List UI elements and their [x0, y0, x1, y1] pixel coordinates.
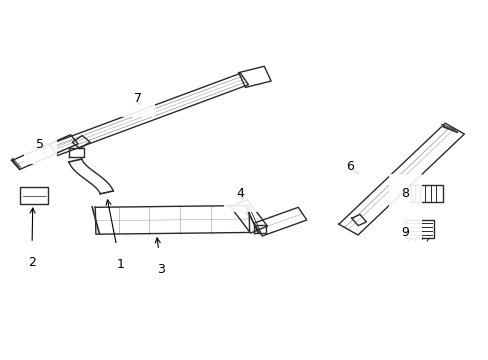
Text: 5: 5: [37, 138, 44, 151]
Text: 4: 4: [236, 187, 244, 200]
Text: 8: 8: [401, 187, 408, 200]
Text: 3: 3: [155, 238, 165, 276]
Text: 2: 2: [28, 208, 36, 269]
Text: 9: 9: [401, 226, 408, 239]
Text: 7: 7: [134, 92, 142, 105]
Text: 6: 6: [345, 160, 358, 174]
Text: 1: 1: [106, 200, 124, 271]
